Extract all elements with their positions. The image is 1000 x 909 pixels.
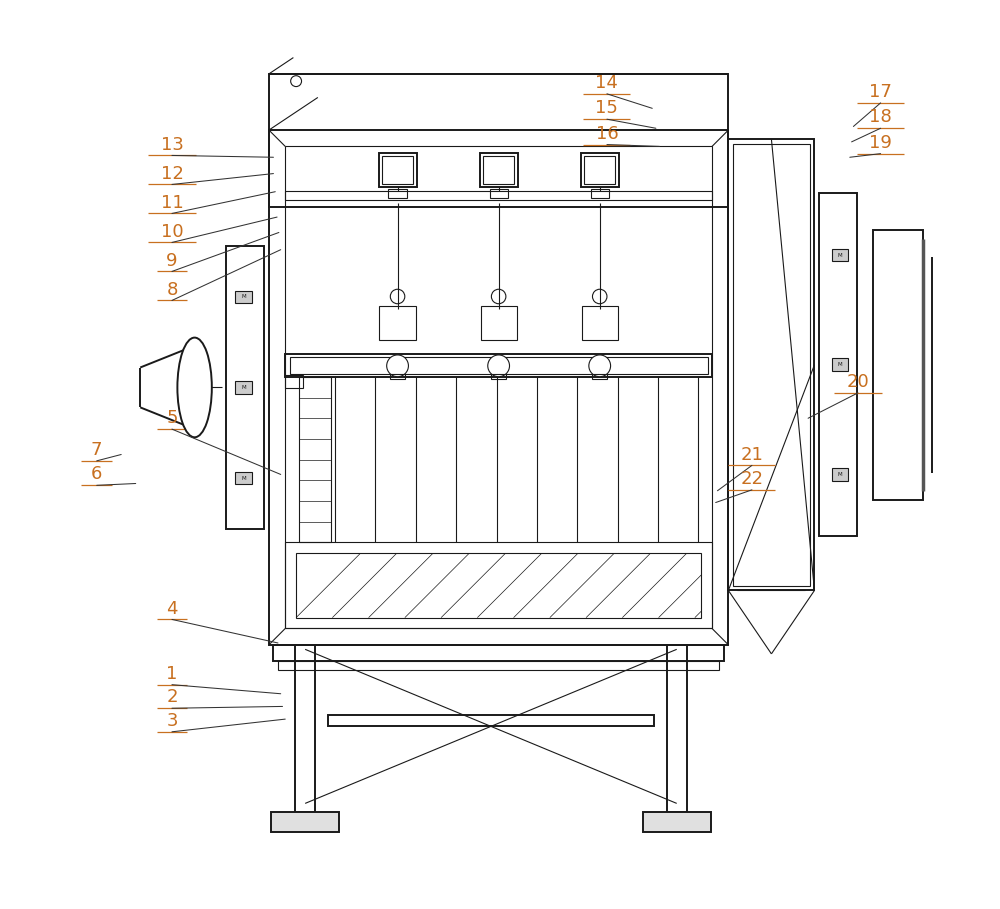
Bar — [379, 153, 417, 187]
Bar — [667, 644, 687, 813]
Circle shape — [592, 289, 607, 304]
Bar — [226, 246, 264, 529]
Bar — [285, 355, 712, 377]
Bar — [592, 374, 607, 379]
Bar — [873, 230, 923, 500]
Text: M: M — [838, 472, 842, 477]
Text: 15: 15 — [595, 99, 618, 117]
Bar — [299, 377, 331, 543]
Bar — [296, 554, 701, 617]
Bar — [290, 357, 708, 375]
Bar — [285, 191, 712, 200]
Bar — [480, 153, 518, 187]
Text: 7: 7 — [91, 441, 102, 459]
Bar — [235, 472, 252, 484]
Text: 6: 6 — [91, 465, 102, 484]
Text: 21: 21 — [740, 445, 763, 464]
Text: 17: 17 — [869, 83, 892, 101]
Bar — [278, 661, 719, 670]
Bar — [271, 813, 339, 833]
Circle shape — [291, 75, 302, 86]
Bar — [819, 194, 857, 536]
Bar — [591, 189, 609, 198]
Text: 20: 20 — [847, 373, 869, 391]
Bar — [733, 144, 810, 586]
Bar — [832, 358, 848, 371]
Text: 10: 10 — [161, 223, 183, 241]
Bar — [481, 305, 517, 340]
Text: M: M — [241, 385, 246, 390]
Bar — [832, 468, 848, 481]
Text: 16: 16 — [596, 125, 618, 143]
Text: 22: 22 — [740, 470, 763, 488]
Text: M: M — [241, 295, 246, 299]
Bar — [728, 139, 814, 591]
Text: 12: 12 — [161, 165, 183, 183]
Circle shape — [589, 355, 611, 376]
Bar — [379, 305, 416, 340]
Bar — [832, 249, 848, 262]
Text: 5: 5 — [166, 409, 178, 427]
Text: M: M — [838, 253, 842, 257]
Text: 14: 14 — [595, 74, 618, 92]
Text: 4: 4 — [166, 600, 178, 617]
Bar — [491, 374, 506, 379]
Bar — [388, 189, 407, 198]
Ellipse shape — [177, 337, 212, 437]
Text: 9: 9 — [166, 252, 178, 270]
Text: 3: 3 — [166, 712, 178, 730]
Text: 1: 1 — [166, 664, 178, 683]
Text: 8: 8 — [166, 281, 178, 299]
Bar — [285, 146, 712, 628]
Text: 18: 18 — [869, 108, 892, 126]
Text: 2: 2 — [166, 688, 178, 706]
Text: 19: 19 — [869, 134, 892, 152]
Bar — [235, 291, 252, 304]
Bar — [643, 813, 711, 833]
Text: M: M — [838, 363, 842, 367]
Bar — [285, 375, 303, 388]
Bar — [269, 74, 728, 207]
Bar — [235, 381, 252, 394]
Bar — [269, 130, 728, 644]
Bar — [382, 156, 413, 184]
Bar — [328, 715, 654, 726]
Circle shape — [491, 289, 506, 304]
Circle shape — [390, 289, 405, 304]
Bar — [285, 543, 712, 628]
Circle shape — [387, 355, 408, 376]
Bar — [390, 374, 405, 379]
Text: M: M — [241, 475, 246, 481]
Bar — [581, 153, 619, 187]
Bar — [295, 644, 315, 813]
Bar — [273, 644, 724, 661]
Circle shape — [488, 355, 510, 376]
Text: 13: 13 — [161, 135, 183, 154]
Bar — [582, 305, 618, 340]
Bar — [490, 189, 508, 198]
Bar — [584, 156, 615, 184]
Text: 11: 11 — [161, 194, 183, 212]
Bar — [483, 156, 514, 184]
